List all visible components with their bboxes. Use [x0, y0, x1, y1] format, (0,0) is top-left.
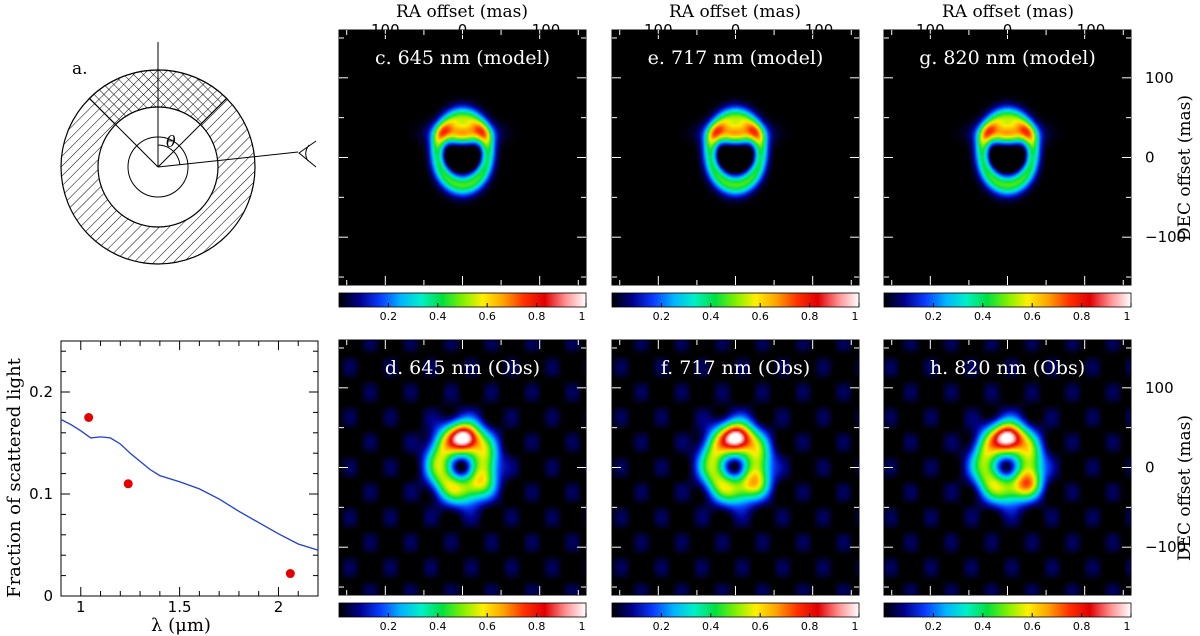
dec-tick-label: −100 [1145, 538, 1186, 556]
colorbar-tick-label: 0.8 [528, 310, 546, 323]
observation-point [84, 413, 94, 422]
dec-axis-label-top: DEC offset (mas) [1175, 95, 1195, 241]
panel-d-heatmap [339, 340, 586, 595]
colorbar-tick-label: 0.2 [925, 310, 943, 323]
ra-tick-label: 100 [916, 21, 945, 39]
panel-c-colorbar [338, 292, 587, 308]
colorbar-tick-label: 0.6 [478, 310, 496, 323]
y-tick-label: 0.2 [29, 383, 53, 401]
ra-tick-label: 0 [458, 21, 468, 39]
sector-edge-right [157, 98, 227, 168]
panel-a-label: a. [72, 59, 88, 79]
x-tick-label: 2 [274, 598, 284, 616]
colorbar-tick-label: 0.8 [528, 620, 546, 633]
ra-tick-label: 100 [644, 21, 673, 39]
colorbar-tick-label: 0.2 [653, 620, 671, 633]
colorbar-tick-label: 0.6 [751, 620, 769, 633]
colorbar-tick-label: 1 [579, 310, 586, 323]
colorbar-tick-label: 0.6 [1023, 310, 1041, 323]
panel-e-colorbar [611, 292, 860, 308]
theta-angle-arc [157, 144, 181, 165]
colorbar-tick-label: 0.4 [974, 310, 992, 323]
colorbar-tick-label: 1 [1124, 310, 1131, 323]
dec-tick-label: 100 [1145, 379, 1174, 397]
observer-eye-icon [298, 140, 317, 168]
image-panels: c. 645 nm (model)0.2 0.4 0.6 0.8 1e. 717 nm … [338, 29, 1132, 633]
y-tick-label: 0.1 [29, 485, 53, 503]
colorbar-tick-label: 0.2 [380, 310, 398, 323]
colorbar-tick-label: 0.4 [974, 620, 992, 633]
model-curve-line [60, 418, 319, 551]
colorbar-tick-label: 0.4 [702, 310, 720, 323]
ra-axis-label-col3: RA offset (mas) [942, 2, 1074, 22]
x-tick-label: 1.5 [168, 598, 192, 616]
panel-b-x-axis-label: λ (μm) [151, 615, 211, 636]
dec-tick-label: 100 [1145, 69, 1174, 87]
colorbar-tick-label: 0.6 [751, 310, 769, 323]
observation-point [285, 569, 295, 579]
colorbar-tick-label: 0.2 [653, 310, 671, 323]
panel-h-colorbar [883, 602, 1132, 618]
panel-b-frame [60, 340, 319, 597]
panel-g-title: g. 820 nm (model) [919, 47, 1096, 69]
panel-c: c. 645 nm (model) 0.2 0.4 0.6 0.8 1 [338, 29, 587, 323]
panel-b-chart: b. Fraction of scattered light λ (μm) 11… [4, 340, 319, 636]
sector-edge-left [89, 98, 159, 168]
x-tick-label: 1 [76, 598, 86, 616]
colorbar-tick-label: 0.8 [1073, 310, 1091, 323]
ra-tick-label: 0 [1003, 21, 1013, 39]
panel-b-y-axis-label: Fraction of scattered light [4, 357, 25, 598]
panel-g-heatmap [884, 30, 1131, 285]
ra-tick-label: −100 [792, 21, 833, 39]
colorbar-tick-label: 0.2 [380, 620, 398, 633]
panel-f-heatmap [612, 340, 859, 595]
ra-tick-label: 0 [731, 21, 741, 39]
ra-axis-headers: RA offset (mas) RA offset (mas) RA offse… [396, 2, 1074, 22]
ra-tick-label: −100 [1064, 21, 1105, 39]
colorbar-tick-label: 0.4 [429, 310, 447, 323]
colorbar-tick-label: 1 [852, 620, 859, 633]
ra-tick-label: 100 [371, 21, 400, 39]
colorbar-tick-label: 0.8 [801, 310, 819, 323]
ra-axis-label-col1: RA offset (mas) [396, 2, 528, 22]
panel-h-title: h. 820 nm (Obs) [930, 357, 1085, 379]
dec-axis-label-bottom: DEC offset (mas) [1175, 415, 1195, 561]
panel-g: g. 820 nm (model) 0.2 0.4 0.6 0.8 1 [883, 29, 1132, 323]
theta-symbol: θ [166, 132, 176, 151]
panel-h: h. 820 nm (Obs) 0.2 0.4 0.6 0.8 1 [883, 339, 1132, 633]
panel-e-heatmap [612, 30, 859, 285]
ra-tick-label: −100 [519, 21, 560, 39]
panel-c-title: c. 645 nm (model) [375, 47, 550, 69]
observation-point [123, 479, 133, 489]
line-of-sight [157, 151, 299, 168]
dec-tick-label: −100 [1145, 228, 1186, 246]
colorbar-tick-label: 1 [579, 620, 586, 633]
panel-e: e. 717 nm (model) 0.2 0.4 0.6 0.8 1 [611, 29, 860, 323]
dec-tick-label: 0 [1145, 459, 1155, 477]
ra-axis-label-col2: RA offset (mas) [669, 2, 801, 22]
colorbar-tick-label: 0.4 [702, 620, 720, 633]
colorbar-tick-label: 0.8 [1073, 620, 1091, 633]
panel-f: f. 717 nm (Obs) 0.2 0.4 0.6 0.8 1 [611, 339, 860, 633]
panel-d-title: d. 645 nm (Obs) [385, 357, 540, 379]
colorbar-tick-label: 0.6 [478, 620, 496, 633]
panel-g-colorbar [883, 292, 1132, 308]
panel-c-heatmap [339, 30, 586, 285]
colorbar-tick-label: 1 [1124, 620, 1131, 633]
colorbar-tick-label: 0.6 [1023, 620, 1041, 633]
y-tick-label: 0 [43, 587, 53, 605]
colorbar-tick-label: 0.8 [801, 620, 819, 633]
colorbar-tick-label: 0.2 [925, 620, 943, 633]
panel-e-title: e. 717 nm (model) [648, 47, 824, 69]
colorbar-tick-label: 0.4 [429, 620, 447, 633]
panel-h-heatmap [884, 340, 1131, 595]
dec-tick-label: 0 [1145, 149, 1155, 167]
panel-d-colorbar [338, 602, 587, 618]
panel-a-diagram: a. θ [60, 42, 317, 265]
panel-d: d. 645 nm (Obs) 0.2 0.4 0.6 0.8 1 [338, 339, 587, 633]
panel-f-colorbar [611, 602, 860, 618]
colorbar-tick-label: 1 [852, 310, 859, 323]
panel-f-title: f. 717 nm (Obs) [661, 357, 810, 379]
